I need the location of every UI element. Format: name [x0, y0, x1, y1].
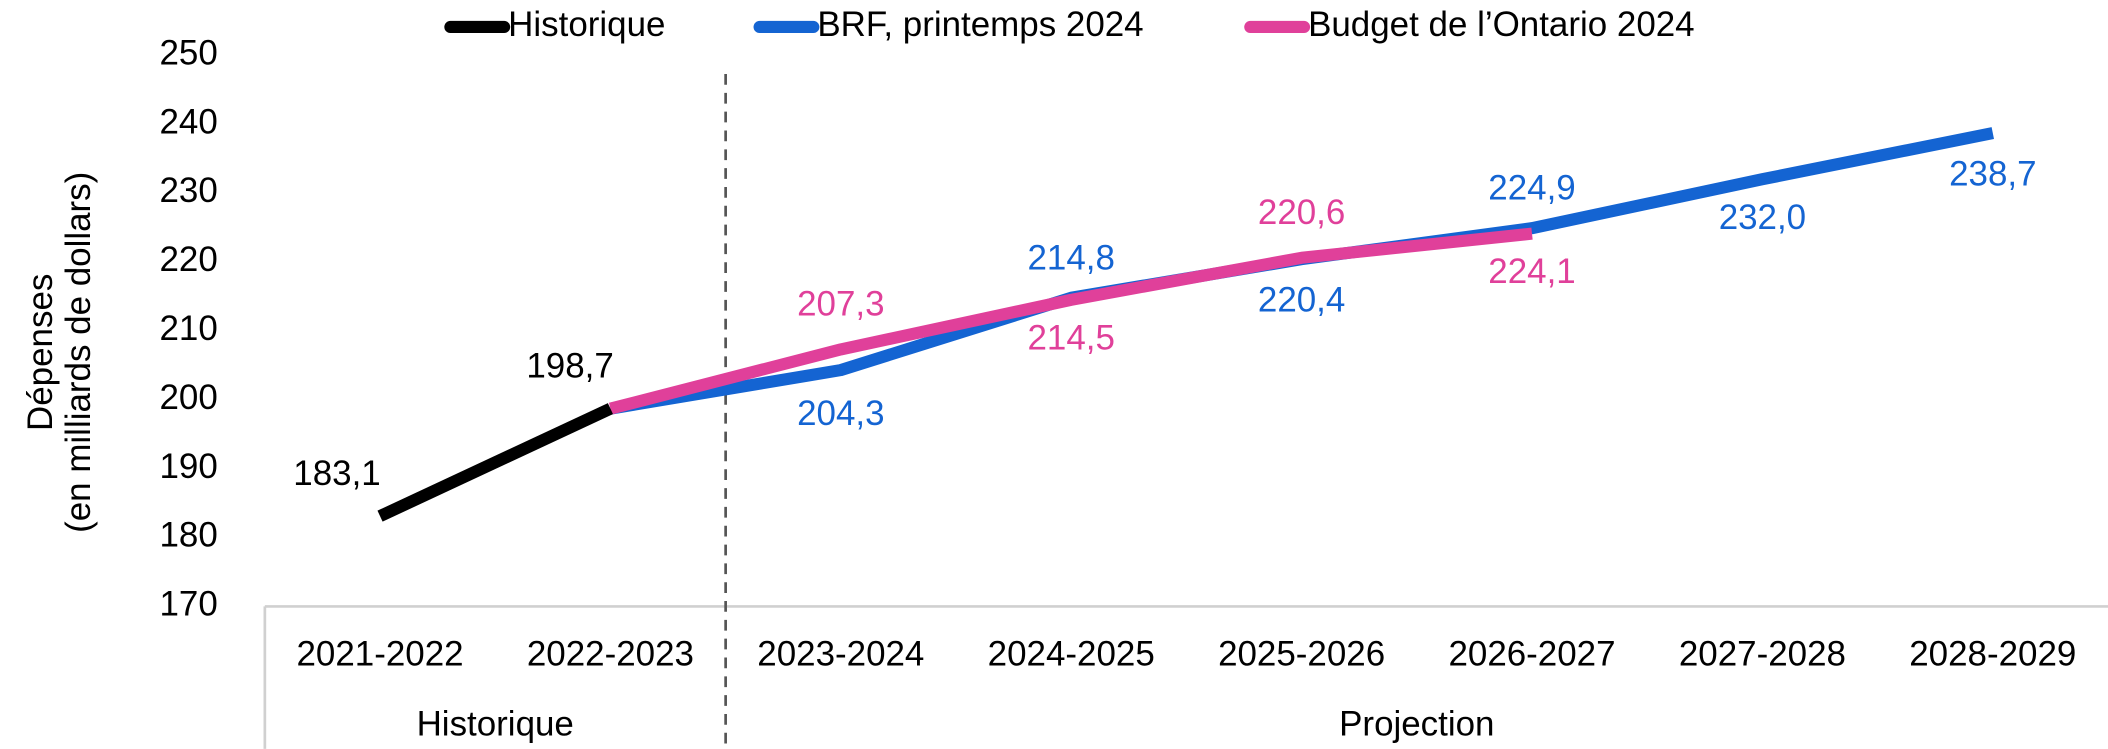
data-label: 214,8 — [1028, 238, 1115, 277]
y-tick-label: 210 — [159, 309, 217, 348]
series-line — [377, 403, 613, 522]
y-tick-label: 230 — [159, 171, 217, 210]
series-line — [608, 227, 1533, 415]
legend-label: Historique — [508, 5, 665, 44]
data-label: 224,9 — [1488, 169, 1575, 208]
x-tick-label: 2025-2026 — [1218, 634, 1385, 673]
x-tick-label: 2028-2029 — [1909, 634, 2076, 673]
y-axis-label: (en milliards de dollars) — [59, 172, 98, 533]
group-label: Historique — [417, 704, 574, 743]
y-tick-label: 170 — [159, 585, 217, 624]
y-tick-label: 220 — [159, 240, 217, 279]
data-label: 238,7 — [1949, 154, 2036, 193]
data-label: 224,1 — [1488, 252, 1575, 291]
legend-label: Budget de l’Ontario 2024 — [1308, 5, 1695, 44]
series-line — [609, 127, 1994, 415]
data-label: 214,5 — [1028, 318, 1115, 357]
group-label: Projection — [1339, 704, 1494, 743]
x-tick-label: 2026-2027 — [1448, 634, 1615, 673]
data-label: 220,4 — [1258, 280, 1345, 319]
data-label: 198,7 — [526, 347, 613, 386]
y-tick-label: 240 — [159, 102, 217, 141]
x-tick-label: 2021-2022 — [296, 634, 463, 673]
data-label: 232,0 — [1719, 198, 1806, 237]
x-tick-label: 2024-2025 — [988, 634, 1155, 673]
data-label: 207,3 — [797, 285, 884, 324]
y-tick-label: 200 — [159, 378, 217, 417]
data-label: 204,3 — [797, 394, 884, 433]
x-tick-label: 2022-2023 — [527, 634, 694, 673]
data-label: 220,6 — [1258, 193, 1345, 232]
y-tick-label: 180 — [159, 516, 217, 555]
y-tick-label: 250 — [159, 33, 217, 72]
data-label: 183,1 — [293, 454, 380, 493]
x-tick-label: 2027-2028 — [1679, 634, 1846, 673]
y-axis-label: Dépenses — [21, 274, 60, 431]
legend-label: BRF, printemps 2024 — [817, 5, 1143, 44]
x-tick-label: 2023-2024 — [757, 634, 924, 673]
y-tick-label: 190 — [159, 447, 217, 486]
